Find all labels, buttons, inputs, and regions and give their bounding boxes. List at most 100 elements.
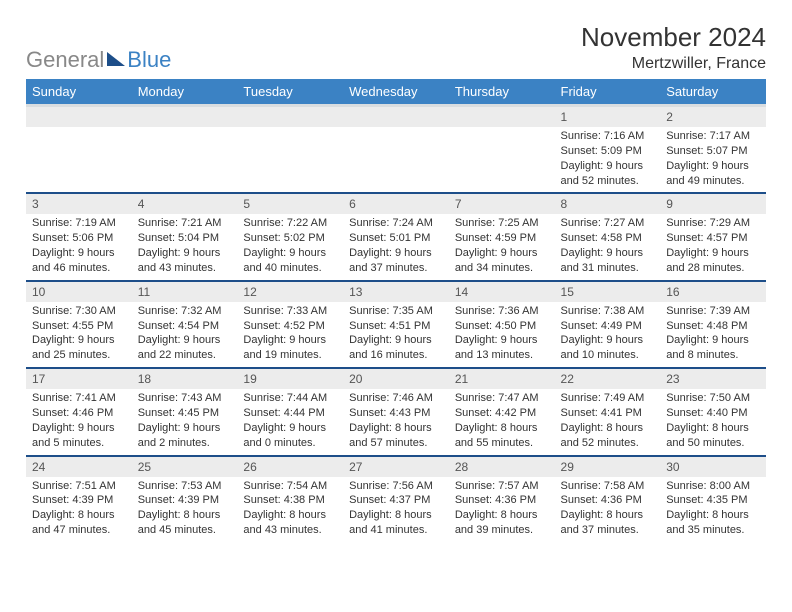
calendar-day: 13Sunrise: 7:35 AMSunset: 4:51 PMDayligh… (343, 281, 449, 368)
day-number: 20 (343, 369, 449, 389)
calendar-day: 21Sunrise: 7:47 AMSunset: 4:42 PMDayligh… (449, 368, 555, 455)
day-number: 21 (449, 369, 555, 389)
day-details: Sunrise: 7:30 AMSunset: 4:55 PMDaylight:… (26, 302, 132, 367)
calendar-day: 8Sunrise: 7:27 AMSunset: 4:58 PMDaylight… (555, 193, 661, 280)
day-number: 8 (555, 194, 661, 214)
day-header: Sunday (26, 79, 132, 106)
day-details: Sunrise: 7:35 AMSunset: 4:51 PMDaylight:… (343, 302, 449, 367)
logo-text-blue: Blue (127, 47, 171, 73)
day-number: 4 (132, 194, 238, 214)
day-details (343, 127, 449, 133)
day-number: 10 (26, 282, 132, 302)
calendar-head: SundayMondayTuesdayWednesdayThursdayFrid… (26, 79, 766, 106)
day-number (343, 107, 449, 127)
calendar-table: SundayMondayTuesdayWednesdayThursdayFrid… (26, 79, 766, 543)
day-number: 28 (449, 457, 555, 477)
calendar-day: 26Sunrise: 7:54 AMSunset: 4:38 PMDayligh… (237, 456, 343, 543)
day-details: Sunrise: 8:00 AMSunset: 4:35 PMDaylight:… (660, 477, 766, 542)
day-details: Sunrise: 7:57 AMSunset: 4:36 PMDaylight:… (449, 477, 555, 542)
calendar-day (343, 106, 449, 194)
calendar-day: 5Sunrise: 7:22 AMSunset: 5:02 PMDaylight… (237, 193, 343, 280)
location-label: Mertzwiller, France (581, 55, 766, 73)
calendar-day: 22Sunrise: 7:49 AMSunset: 4:41 PMDayligh… (555, 368, 661, 455)
day-header: Wednesday (343, 79, 449, 106)
day-details: Sunrise: 7:21 AMSunset: 5:04 PMDaylight:… (132, 214, 238, 279)
calendar-day: 28Sunrise: 7:57 AMSunset: 4:36 PMDayligh… (449, 456, 555, 543)
calendar-day: 6Sunrise: 7:24 AMSunset: 5:01 PMDaylight… (343, 193, 449, 280)
day-details: Sunrise: 7:50 AMSunset: 4:40 PMDaylight:… (660, 389, 766, 454)
day-details: Sunrise: 7:36 AMSunset: 4:50 PMDaylight:… (449, 302, 555, 367)
calendar-day: 3Sunrise: 7:19 AMSunset: 5:06 PMDaylight… (26, 193, 132, 280)
day-details (449, 127, 555, 133)
day-number: 16 (660, 282, 766, 302)
day-number: 22 (555, 369, 661, 389)
day-details: Sunrise: 7:49 AMSunset: 4:41 PMDaylight:… (555, 389, 661, 454)
calendar-day: 20Sunrise: 7:46 AMSunset: 4:43 PMDayligh… (343, 368, 449, 455)
day-details: Sunrise: 7:43 AMSunset: 4:45 PMDaylight:… (132, 389, 238, 454)
calendar-day: 25Sunrise: 7:53 AMSunset: 4:39 PMDayligh… (132, 456, 238, 543)
calendar-day (132, 106, 238, 194)
calendar-day (26, 106, 132, 194)
calendar-day: 18Sunrise: 7:43 AMSunset: 4:45 PMDayligh… (132, 368, 238, 455)
day-number: 23 (660, 369, 766, 389)
day-details (237, 127, 343, 133)
day-header: Monday (132, 79, 238, 106)
calendar-day: 16Sunrise: 7:39 AMSunset: 4:48 PMDayligh… (660, 281, 766, 368)
day-details: Sunrise: 7:17 AMSunset: 5:07 PMDaylight:… (660, 127, 766, 192)
title-block: November 2024 Mertzwiller, France (581, 22, 766, 73)
calendar-week: 3Sunrise: 7:19 AMSunset: 5:06 PMDaylight… (26, 193, 766, 280)
calendar-day: 9Sunrise: 7:29 AMSunset: 4:57 PMDaylight… (660, 193, 766, 280)
day-number: 26 (237, 457, 343, 477)
day-number (26, 107, 132, 127)
day-number: 3 (26, 194, 132, 214)
day-number: 30 (660, 457, 766, 477)
calendar-day: 15Sunrise: 7:38 AMSunset: 4:49 PMDayligh… (555, 281, 661, 368)
calendar-day: 14Sunrise: 7:36 AMSunset: 4:50 PMDayligh… (449, 281, 555, 368)
calendar-day: 11Sunrise: 7:32 AMSunset: 4:54 PMDayligh… (132, 281, 238, 368)
day-number: 12 (237, 282, 343, 302)
calendar-day: 4Sunrise: 7:21 AMSunset: 5:04 PMDaylight… (132, 193, 238, 280)
day-details: Sunrise: 7:33 AMSunset: 4:52 PMDaylight:… (237, 302, 343, 367)
calendar-day: 17Sunrise: 7:41 AMSunset: 4:46 PMDayligh… (26, 368, 132, 455)
day-details (26, 127, 132, 133)
day-details: Sunrise: 7:32 AMSunset: 4:54 PMDaylight:… (132, 302, 238, 367)
day-details: Sunrise: 7:41 AMSunset: 4:46 PMDaylight:… (26, 389, 132, 454)
calendar-day: 29Sunrise: 7:58 AMSunset: 4:36 PMDayligh… (555, 456, 661, 543)
day-details: Sunrise: 7:22 AMSunset: 5:02 PMDaylight:… (237, 214, 343, 279)
day-details: Sunrise: 7:46 AMSunset: 4:43 PMDaylight:… (343, 389, 449, 454)
calendar-day (449, 106, 555, 194)
day-number: 14 (449, 282, 555, 302)
calendar-day: 10Sunrise: 7:30 AMSunset: 4:55 PMDayligh… (26, 281, 132, 368)
day-details: Sunrise: 7:56 AMSunset: 4:37 PMDaylight:… (343, 477, 449, 542)
day-details: Sunrise: 7:19 AMSunset: 5:06 PMDaylight:… (26, 214, 132, 279)
calendar-day: 2Sunrise: 7:17 AMSunset: 5:07 PMDaylight… (660, 106, 766, 194)
calendar-day: 1Sunrise: 7:16 AMSunset: 5:09 PMDaylight… (555, 106, 661, 194)
day-details: Sunrise: 7:53 AMSunset: 4:39 PMDaylight:… (132, 477, 238, 542)
calendar-day: 12Sunrise: 7:33 AMSunset: 4:52 PMDayligh… (237, 281, 343, 368)
day-header: Friday (555, 79, 661, 106)
logo-triangle-icon (107, 52, 125, 66)
day-details: Sunrise: 7:39 AMSunset: 4:48 PMDaylight:… (660, 302, 766, 367)
day-number: 19 (237, 369, 343, 389)
day-details: Sunrise: 7:44 AMSunset: 4:44 PMDaylight:… (237, 389, 343, 454)
month-title: November 2024 (581, 22, 766, 53)
day-details: Sunrise: 7:54 AMSunset: 4:38 PMDaylight:… (237, 477, 343, 542)
day-details: Sunrise: 7:38 AMSunset: 4:49 PMDaylight:… (555, 302, 661, 367)
day-details: Sunrise: 7:16 AMSunset: 5:09 PMDaylight:… (555, 127, 661, 192)
calendar-day: 24Sunrise: 7:51 AMSunset: 4:39 PMDayligh… (26, 456, 132, 543)
calendar-day: 7Sunrise: 7:25 AMSunset: 4:59 PMDaylight… (449, 193, 555, 280)
day-number: 9 (660, 194, 766, 214)
day-details: Sunrise: 7:29 AMSunset: 4:57 PMDaylight:… (660, 214, 766, 279)
day-number (237, 107, 343, 127)
day-details: Sunrise: 7:24 AMSunset: 5:01 PMDaylight:… (343, 214, 449, 279)
calendar-week: 10Sunrise: 7:30 AMSunset: 4:55 PMDayligh… (26, 281, 766, 368)
day-number: 15 (555, 282, 661, 302)
day-details: Sunrise: 7:51 AMSunset: 4:39 PMDaylight:… (26, 477, 132, 542)
day-number: 27 (343, 457, 449, 477)
day-number (449, 107, 555, 127)
day-details: Sunrise: 7:27 AMSunset: 4:58 PMDaylight:… (555, 214, 661, 279)
day-details: Sunrise: 7:25 AMSunset: 4:59 PMDaylight:… (449, 214, 555, 279)
calendar-day: 30Sunrise: 8:00 AMSunset: 4:35 PMDayligh… (660, 456, 766, 543)
day-number: 17 (26, 369, 132, 389)
day-header: Tuesday (237, 79, 343, 106)
